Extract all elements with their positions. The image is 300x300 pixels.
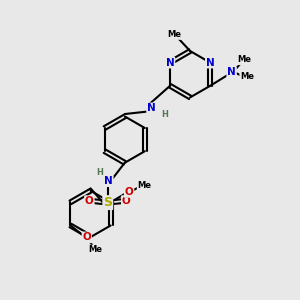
Text: N: N	[166, 58, 174, 68]
Text: N: N	[206, 58, 214, 68]
Text: Me: Me	[237, 56, 251, 64]
Text: H: H	[96, 168, 103, 177]
Text: S: S	[103, 196, 112, 209]
Text: O: O	[125, 187, 134, 197]
Text: Me: Me	[240, 72, 254, 81]
Text: O: O	[122, 196, 130, 206]
Text: N: N	[104, 176, 113, 186]
Text: Me: Me	[168, 30, 182, 39]
Text: N: N	[227, 68, 236, 77]
Text: N: N	[147, 103, 156, 113]
Text: Me: Me	[137, 181, 152, 190]
Text: O: O	[82, 232, 91, 242]
Text: O: O	[85, 196, 94, 206]
Text: Me: Me	[88, 245, 102, 254]
Text: H: H	[161, 110, 168, 119]
